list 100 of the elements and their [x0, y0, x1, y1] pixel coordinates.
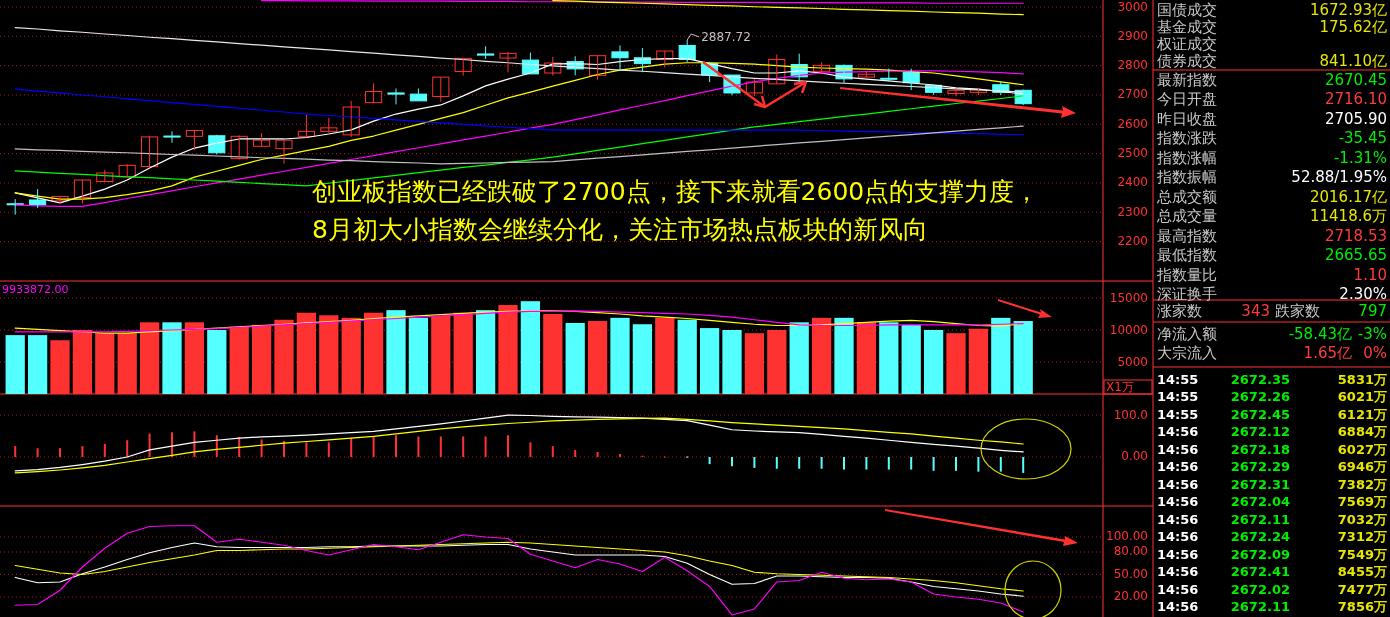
- bar: [439, 436, 442, 457]
- text: 175.62亿: [1319, 17, 1387, 36]
- text: 14:56: [1157, 494, 1199, 509]
- text: 14:55: [1157, 389, 1199, 404]
- annotation: 9933872.00: [2, 283, 69, 296]
- text: 2672.45: [1230, 406, 1290, 422]
- bar: [260, 439, 263, 457]
- text: 指数量比: [1156, 265, 1217, 284]
- text: 841.10亿: [1319, 51, 1387, 70]
- y-tick-label: 20.00: [1113, 589, 1148, 604]
- text: 基金成交: [1157, 17, 1217, 36]
- y-tick-label: 80.00: [1113, 544, 1148, 559]
- bar: [475, 310, 496, 394]
- text: 国债成交: [1157, 0, 1217, 19]
- bar: [596, 451, 599, 457]
- bar: [722, 330, 742, 394]
- text: 涨家数: [1157, 301, 1202, 320]
- line-series: [14, 88, 1024, 136]
- text: -1.31%: [1333, 148, 1387, 167]
- text: 6121万: [1337, 406, 1387, 422]
- y-tick-label: 3000: [1117, 0, 1148, 14]
- bar: [520, 301, 541, 394]
- text: 今日开盘: [1157, 90, 1217, 108]
- text: 2672.11: [1230, 599, 1290, 614]
- candlestick: [611, 44, 629, 71]
- text: 14:56: [1157, 424, 1199, 439]
- bar: [417, 436, 420, 457]
- annotation: 8月初大小指数会继续分化，关注市场热点板块的新风向: [312, 215, 928, 244]
- bar: [207, 330, 227, 394]
- text: 6021万: [1337, 389, 1387, 404]
- bar: [887, 456, 890, 470]
- candlestick: [275, 139, 293, 165]
- bar: [305, 442, 308, 457]
- bar: [677, 319, 697, 394]
- text: 797: [1358, 301, 1387, 320]
- candlestick: [678, 39, 696, 63]
- bar: [932, 456, 935, 471]
- y-tick-label: 2400: [1117, 175, 1148, 190]
- text: 2705.90: [1324, 109, 1387, 128]
- bar: [775, 456, 778, 469]
- bar: [901, 324, 921, 394]
- text: 2.30%: [1339, 285, 1387, 303]
- text: 14:56: [1157, 459, 1199, 474]
- text: 2672.26: [1230, 389, 1290, 404]
- text: 跌家数: [1275, 301, 1320, 320]
- candlestick: [902, 68, 920, 91]
- candlestick: [477, 45, 495, 60]
- candlestick: [365, 82, 383, 104]
- bar: [999, 456, 1002, 472]
- text: 7032万: [1337, 511, 1387, 527]
- bar: [708, 456, 711, 465]
- y-tick-label: 10000: [1109, 322, 1148, 337]
- bar: [103, 444, 106, 457]
- candlestick: [880, 68, 898, 83]
- candlestick: [857, 70, 875, 78]
- y-tick-label: 2800: [1117, 58, 1148, 73]
- text: 7312万: [1337, 529, 1387, 544]
- text: 债券成交: [1157, 51, 1217, 70]
- text: 2672.24: [1230, 529, 1290, 544]
- candlestick: [432, 76, 450, 103]
- bar: [327, 442, 330, 457]
- y-tick-label: 2600: [1117, 116, 1148, 131]
- bar: [879, 322, 899, 394]
- text: 大宗流入: [1157, 343, 1217, 362]
- y-tick-label: 5000: [1117, 354, 1148, 369]
- text: 1672.93亿: [1309, 0, 1387, 19]
- candlestick: [499, 51, 517, 73]
- line-series: [14, 525, 1024, 616]
- text: 7549万: [1337, 546, 1387, 562]
- annotation: 2887.72: [701, 30, 751, 45]
- text: 2672.11: [1230, 511, 1290, 527]
- bar: [843, 456, 845, 470]
- line-series: [14, 26, 1024, 93]
- text: 指数振幅: [1156, 168, 1217, 186]
- text: 6946万: [1337, 459, 1387, 474]
- bar: [5, 335, 25, 394]
- text: 343: [1241, 301, 1270, 320]
- text: 2672.18: [1230, 441, 1290, 457]
- text: 总成交额: [1156, 187, 1217, 206]
- text: 7856万: [1337, 599, 1387, 614]
- text: -3%: [1357, 324, 1387, 343]
- text: 7382万: [1337, 476, 1387, 492]
- y-tick-label: 2700: [1117, 87, 1148, 102]
- annotation: 创业板指数已经跌破了2700点，接下来就看2600点的支撑力度，: [312, 177, 1040, 206]
- bar: [386, 310, 406, 394]
- text: 最新指数: [1157, 70, 1217, 89]
- bar: [484, 436, 487, 457]
- bar: [834, 317, 854, 394]
- bar: [910, 456, 913, 470]
- text: 2672.12: [1230, 424, 1290, 439]
- text: X1万: [1106, 379, 1134, 394]
- bar: [283, 441, 285, 457]
- candlestick: [387, 88, 405, 105]
- text: 2670.45: [1324, 70, 1387, 89]
- bar: [731, 456, 733, 467]
- bar: [408, 317, 429, 394]
- text: 6884万: [1337, 424, 1387, 439]
- bar: [215, 435, 218, 457]
- bar: [923, 330, 944, 394]
- text: 11418.6万: [1309, 207, 1387, 225]
